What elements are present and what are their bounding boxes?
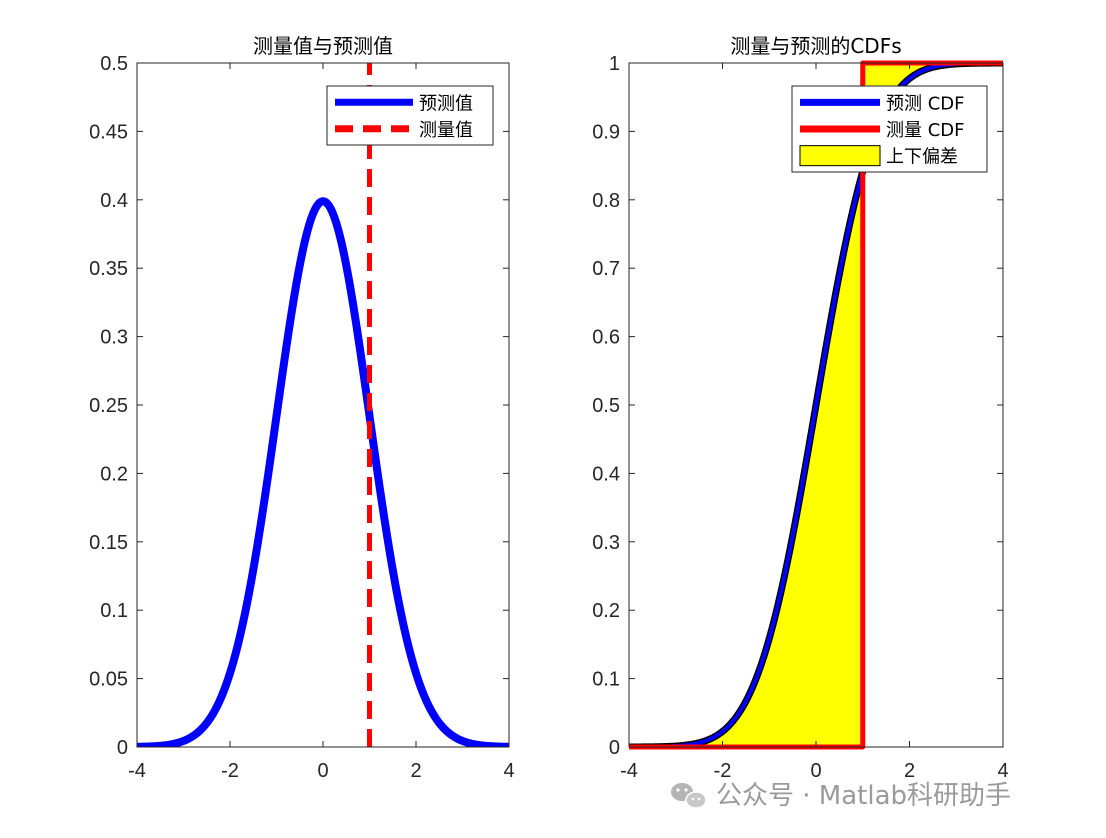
series-line-predicted-pdf [137, 197, 509, 747]
y-tick-label: 0.2 [100, 463, 128, 485]
y-tick-label: 0.15 [89, 532, 128, 554]
x-tick-label: -4 [128, 760, 146, 782]
y-tick-label: 0.7 [592, 258, 620, 280]
x-tick-label: 0 [810, 760, 821, 782]
y-tick-label: 0.3 [592, 532, 620, 554]
y-tick-label: 0.3 [100, 327, 128, 349]
wechat-icon [671, 783, 707, 809]
watermark-text: 公众号 · Matlab科研助手 [716, 781, 1011, 811]
y-tick-label: 0.6 [592, 327, 620, 349]
y-tick-label: 0.25 [89, 395, 128, 417]
legend-label: 测量 CDF [886, 120, 965, 141]
x-tick-label: 2 [904, 760, 915, 782]
x-tick-label: 4 [503, 760, 514, 782]
chart-title: 测量与预测的CDFs [730, 34, 901, 58]
y-tick-label: 0.4 [100, 190, 128, 212]
legend: 预测 CDF 测量 CDF 上下偏差 [791, 85, 988, 173]
y-tick-label: 0.05 [89, 669, 128, 691]
legend-box [326, 85, 494, 146]
x-tick-label: -4 [620, 760, 638, 782]
y-tick-label: 0.2 [592, 600, 620, 622]
charts-group: -4 -2 0 2 4 0 0.05 0.1 0.15 0.2 0.25 0.3 0.35 0.4 0.45… [89, 34, 1009, 782]
chart-title: 测量值与预测值 [253, 34, 393, 58]
x-tick-label: 4 [997, 760, 1008, 782]
y-tick-label: 0 [117, 737, 128, 759]
y-tick-label: 0.1 [592, 669, 620, 691]
y-tick-label: 0 [609, 737, 620, 759]
y-tick-label: 0.45 [89, 121, 128, 143]
legend-swatch [799, 145, 881, 167]
x-tick-label: -2 [221, 760, 239, 782]
chart-1: -4 -2 0 2 4 0 0.05 0.1 0.15 0.2 0.25 0.3 0.35 0.4 0.45… [89, 34, 515, 782]
series-line-predicted-cdf [629, 63, 1003, 747]
watermark: 公众号 · Matlab科研助手 [671, 781, 1011, 811]
y-tick-label: 0.5 [100, 53, 128, 75]
y-tick-label: 0.1 [100, 600, 128, 622]
legend-label: 预测 CDF [886, 93, 965, 114]
y-tick-label: 1 [609, 53, 620, 75]
plot-area [629, 63, 1003, 747]
plot-area [137, 63, 509, 747]
y-tick-label: 0.8 [592, 190, 620, 212]
y-tick-label: 0.4 [592, 463, 620, 485]
legend-label: 上下偏差 [886, 147, 958, 168]
legend-label: 预测值 [419, 93, 473, 114]
x-tick-label: -2 [714, 760, 732, 782]
y-tick-label: 0.35 [89, 258, 128, 280]
legend-label: 测量值 [419, 120, 473, 141]
chart-2: -4 -2 0 2 4 0 0.1 0.2 0.3 0.4 0.5 0.6 0.7 0.8 0.9 1 测量与预… [592, 34, 1008, 782]
y-tick-label: 0.9 [592, 121, 620, 143]
x-tick-label: 0 [317, 760, 328, 782]
y-tick-label: 0.5 [592, 395, 620, 417]
x-tick-label: 2 [410, 760, 421, 782]
